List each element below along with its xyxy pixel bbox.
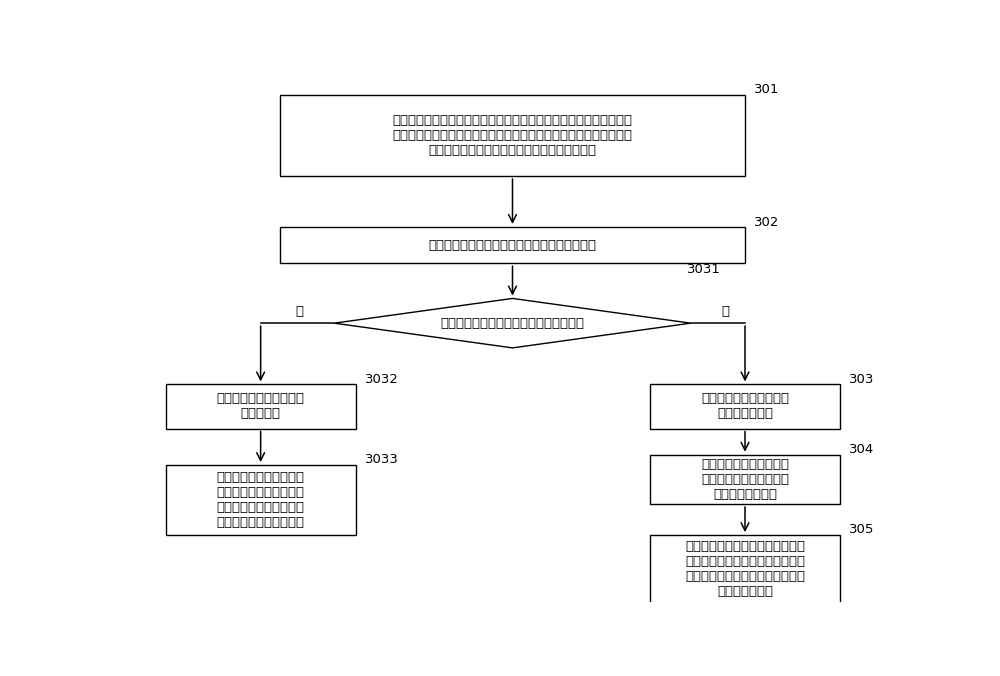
- Text: 是: 是: [295, 305, 303, 318]
- Bar: [280, 227, 745, 264]
- Bar: [166, 385, 356, 429]
- Text: 提供该节点的关联节点存储的问题
供客户端选择，将客户端选择的关
联节点存储的问题及对应的应答信
息提供给客户端: 提供该节点的关联节点存储的问题 供客户端选择，将客户端选择的关 联节点存储的问题…: [685, 540, 805, 598]
- Text: 确定客户端发送的疑问是否包含节点标识: 确定客户端发送的疑问是否包含节点标识: [440, 316, 584, 330]
- Text: 根据所有问题业务属性之间的关联性及在所有问题在所属业务下的不
同级别，构造树形结构，树形结构的每个节点存储问题及对应的应答
信息，且为树形结构中的每个节点设置节: 根据所有问题业务属性之间的关联性及在所有问题在所属业务下的不 同级别，构造树形结…: [392, 114, 633, 158]
- Polygon shape: [334, 298, 691, 348]
- Text: 303: 303: [849, 372, 875, 385]
- Text: 304: 304: [849, 443, 874, 456]
- Text: 3033: 3033: [365, 454, 399, 466]
- Text: 301: 301: [754, 82, 780, 96]
- Text: 否: 否: [722, 305, 730, 318]
- Bar: [650, 535, 840, 603]
- Text: 302: 302: [754, 216, 780, 229]
- Bar: [650, 454, 840, 504]
- Bar: [166, 465, 356, 535]
- Text: 3032: 3032: [365, 372, 399, 385]
- Text: 将树形结构中节点疑问及节点标识展示给客户端: 将树形结构中节点疑问及节点标识展示给客户端: [428, 239, 596, 251]
- Text: 305: 305: [849, 523, 875, 536]
- Text: 对该疑问进行语法分析得
到疑问信息: 对该疑问进行语法分析得 到疑问信息: [217, 393, 305, 420]
- Bar: [650, 385, 840, 429]
- Text: 确定疑问信息匹配的节点
标识，将所对应节点标识
的节点存储的问题及对应
的应答信息提供给客户端: 确定疑问信息匹配的节点 标识，将所对应节点标识 的节点存储的问题及对应 的应答信…: [217, 471, 305, 529]
- Bar: [280, 95, 745, 176]
- Text: 3031: 3031: [687, 264, 721, 276]
- Text: 接收到客户端通过互联网
发送的节点标识: 接收到客户端通过互联网 发送的节点标识: [701, 393, 789, 420]
- Text: 将所对应节点标识的节点
存储的问题及对应的应答
信息提供给客户端: 将所对应节点标识的节点 存储的问题及对应的应答 信息提供给客户端: [701, 458, 789, 501]
